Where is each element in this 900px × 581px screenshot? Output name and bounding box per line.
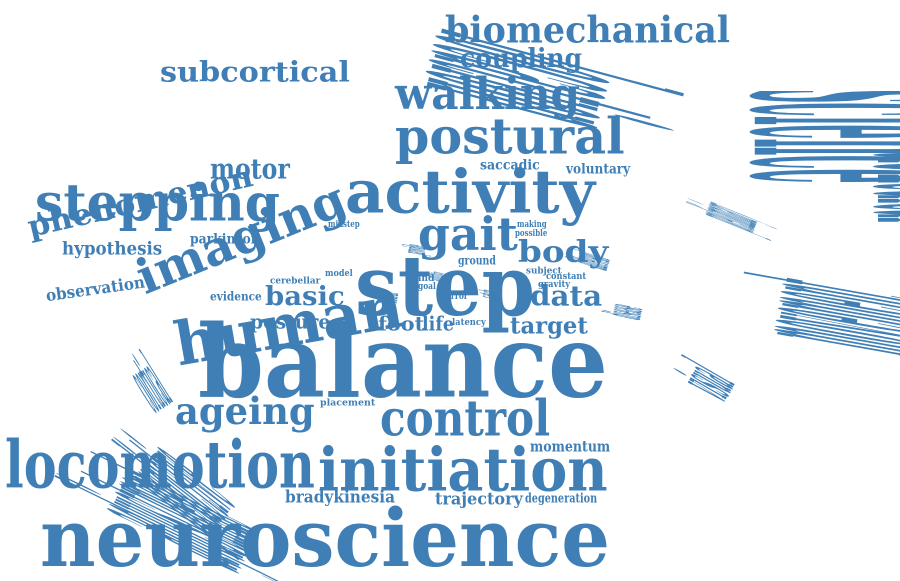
word-subject: subject xyxy=(526,264,562,276)
word-midstep: midstep xyxy=(328,219,360,230)
word-placement: placement xyxy=(320,396,376,408)
word-life: life xyxy=(422,312,455,336)
word-observation: observation xyxy=(44,273,147,306)
word-posture: posture xyxy=(250,310,331,334)
word-trajectory: trajectory xyxy=(435,490,523,509)
word-making: making xyxy=(517,219,547,230)
word-latency: latency xyxy=(452,317,486,328)
word-goal: goal xyxy=(418,281,436,292)
word-evidence: evidence xyxy=(210,290,262,304)
word-step: step xyxy=(355,236,535,335)
word-degeneration: degeneration xyxy=(525,490,598,506)
word-postural: postural xyxy=(395,106,625,166)
word-motor: motor xyxy=(210,152,290,186)
word-gravity: gravity xyxy=(538,279,571,290)
word-error: error xyxy=(446,291,468,302)
word-neuroscience: neuroscience xyxy=(40,491,610,581)
word-initiation: initiation xyxy=(318,434,608,506)
word-data: data xyxy=(530,279,603,313)
word-gait: gait xyxy=(418,207,518,262)
word-momentum: momentum xyxy=(530,438,611,456)
word-activity: activity xyxy=(345,156,596,228)
word-possible: possible xyxy=(515,228,548,239)
word-balance: balance xyxy=(198,303,608,421)
word-visual: visual xyxy=(658,346,752,413)
word-walking: walking xyxy=(395,67,580,120)
word-model: model xyxy=(325,268,353,279)
word-saccadic: saccadic xyxy=(480,156,540,173)
word-body: body xyxy=(518,235,609,270)
word-voluntary: voluntary xyxy=(566,160,631,177)
word-coupling: coupling xyxy=(460,43,583,74)
word-ground: ground xyxy=(458,254,496,268)
word-hypothesis: hypothesis xyxy=(62,238,163,259)
word-locomotion: locomotion xyxy=(5,425,315,504)
word-biomechanical: biomechanical xyxy=(445,8,731,52)
word-land: land xyxy=(412,273,435,284)
word-ageing: ageing xyxy=(175,389,315,434)
word-basic: basic xyxy=(265,281,345,312)
word-bradykinesia: bradykinesia xyxy=(285,488,396,507)
word-control: control xyxy=(380,388,551,448)
word-stepping: stepping xyxy=(35,172,280,234)
word-preliminary: preliminary xyxy=(668,186,780,243)
word-constant: constant xyxy=(546,271,587,282)
word-movement: movement xyxy=(666,257,900,370)
word-target: target xyxy=(510,311,588,340)
word-foot: foot xyxy=(378,312,425,336)
word-biomedical: biomedical xyxy=(795,150,900,222)
word-parkinson: parkinson xyxy=(190,230,260,247)
word-cerebellar: cerebellar xyxy=(270,274,321,286)
word-cortical: cortical xyxy=(113,336,184,431)
word-subcortical: subcortical xyxy=(160,55,350,89)
